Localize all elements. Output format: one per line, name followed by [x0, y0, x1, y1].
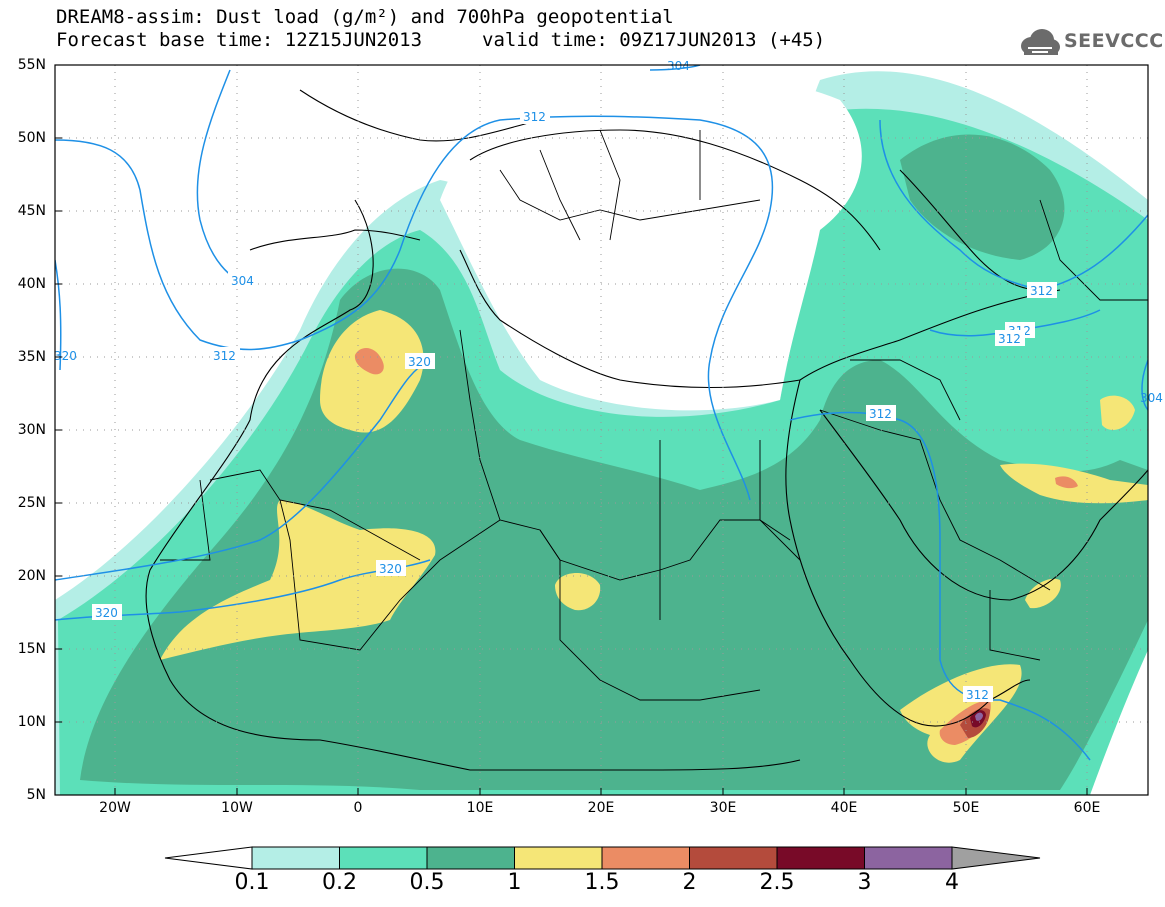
colorbar-tick-label: 3	[857, 870, 872, 895]
lat-label: 25N	[17, 495, 46, 511]
contour-label: 320	[379, 562, 402, 576]
lon-label: 20E	[587, 800, 615, 816]
lon-label: 40E	[830, 800, 858, 816]
logo-text: SEEVCCC	[1064, 30, 1164, 52]
dust-level-1.5-gulf	[1055, 476, 1078, 489]
colorbar-segment	[339, 846, 428, 870]
colorbar-tick-label: 0.1	[234, 870, 270, 895]
contour-label: 320	[95, 606, 118, 620]
colorbar-segment	[689, 846, 778, 870]
valid-time: valid time: 09Z17JUN2013 (+45)	[482, 29, 826, 51]
lat-label: 5N	[26, 787, 46, 803]
colorbar-tick-label: 2	[682, 870, 697, 895]
low-dust-north-europe	[55, 65, 820, 540]
contour-label: 312	[869, 407, 892, 421]
lat-label: 55N	[17, 57, 46, 73]
cloud-logo-icon	[1021, 29, 1060, 55]
colorbar-tick-label: 1.5	[584, 870, 620, 895]
colorbar-max-arrow	[951, 846, 1041, 870]
colorbar-segment	[864, 846, 953, 870]
dust-level-1.5-algeria	[354, 348, 384, 375]
contour-label: 320	[54, 349, 77, 363]
lon-label: 30E	[709, 800, 737, 816]
colorbar-tick-label: 0.2	[322, 870, 357, 895]
lon-label: 20W	[99, 800, 131, 816]
colorbar	[164, 846, 1041, 870]
lon-label: 50E	[952, 800, 980, 816]
contour-label: 304	[667, 59, 690, 73]
lon-label: 60E	[1073, 800, 1101, 816]
colorbar-tick-label: 2.5	[759, 870, 795, 895]
lat-label: 30N	[17, 422, 46, 438]
lat-label: 50N	[17, 130, 46, 146]
colorbar-segment	[426, 846, 515, 870]
colorbar-tick-label: 1	[507, 870, 522, 895]
dust-level-1-oman	[1025, 578, 1061, 609]
contour-labels: 304 312 312 320 320 320 312 312 312 312 …	[54, 59, 1163, 702]
contour-label: 320	[408, 355, 431, 369]
lon-label: 0	[353, 800, 363, 816]
contour-label: 312	[213, 349, 236, 363]
lat-label: 45N	[17, 203, 46, 219]
contour-label: 304	[231, 274, 254, 288]
axis-ticks	[55, 137, 1088, 795]
lon-label: 10W	[221, 800, 253, 816]
dust-level-1-chad	[555, 572, 601, 611]
dust-level-1-iran	[1100, 395, 1135, 430]
contour-label: 312	[523, 110, 546, 124]
contour-label: 304	[1140, 391, 1163, 405]
seevccc-logo: SEEVCCC	[1018, 26, 1163, 58]
lat-label: 15N	[17, 641, 46, 657]
contour-label: 312	[1030, 284, 1053, 298]
contour-label: 312	[998, 332, 1021, 346]
lat-label: 40N	[17, 276, 46, 292]
colorbar-segment	[251, 846, 340, 870]
colorbar-min-arrow	[164, 846, 253, 870]
colorbar-tick-label: 4	[945, 870, 959, 895]
lon-label: 10E	[466, 800, 494, 816]
forecast-base-time: Forecast base time: 12Z15JUN2013	[56, 29, 423, 51]
lat-label: 35N	[17, 349, 46, 365]
title-line-1: DREAM8-assim: Dust load (g/m²) and 700hP…	[56, 6, 674, 28]
colorbar-segment	[514, 846, 603, 870]
dust-level-0.5-north	[900, 134, 1065, 260]
colorbar-tick-label: 0.5	[409, 870, 445, 895]
colorbar-segment	[776, 846, 865, 870]
lat-label: 20N	[17, 568, 46, 584]
lat-label: 10N	[17, 714, 46, 730]
dust-level-4-horn	[975, 712, 983, 721]
contour-label: 312	[966, 688, 989, 702]
dust-level-1-west	[160, 500, 436, 660]
colorbar-segment	[601, 846, 690, 870]
